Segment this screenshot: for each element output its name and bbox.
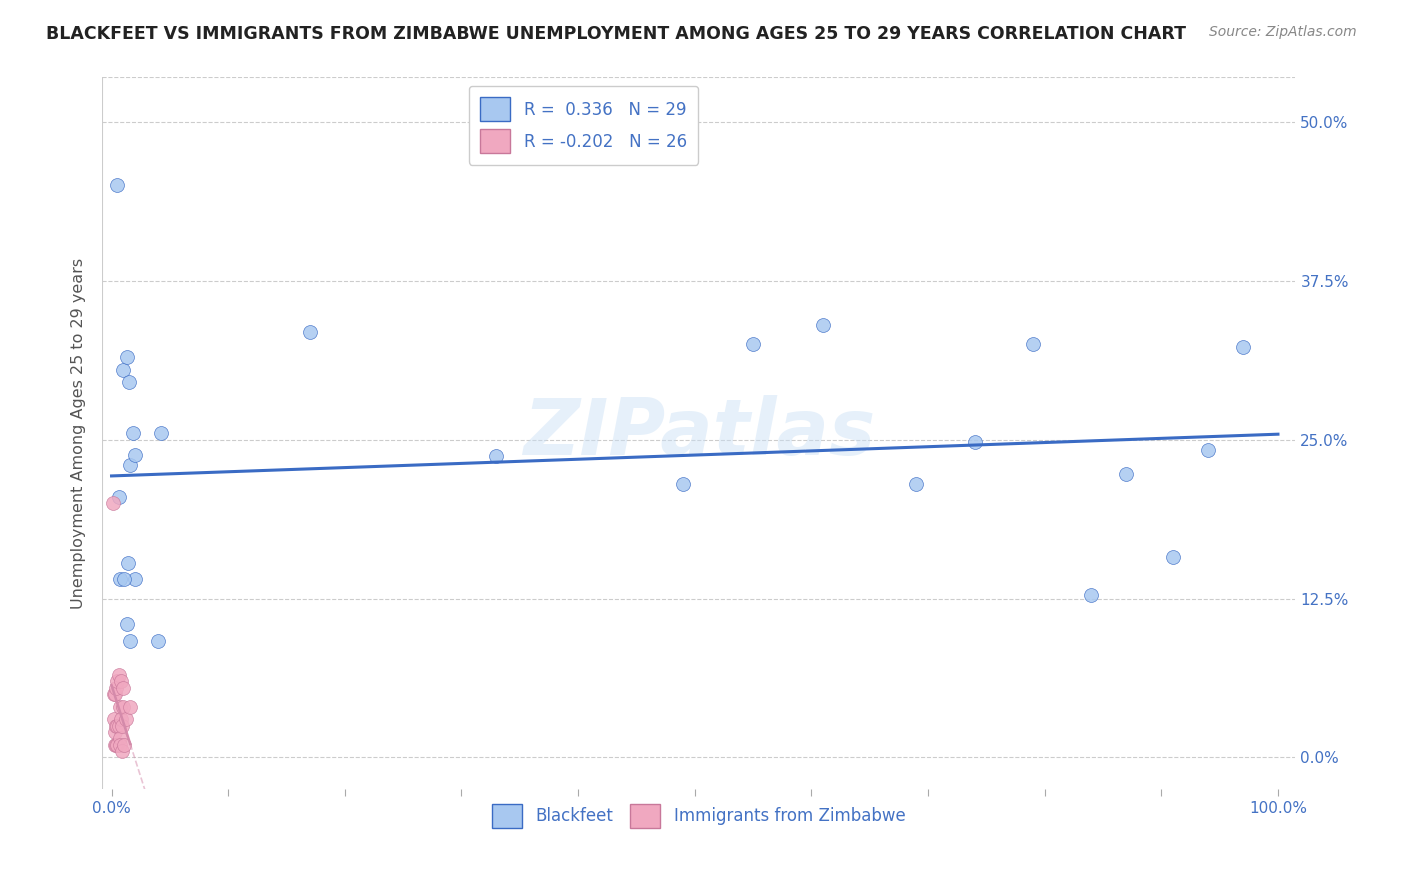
Point xyxy=(148,633,170,648)
Point xyxy=(112,699,135,714)
Point xyxy=(121,426,143,441)
Point xyxy=(117,556,139,570)
Point xyxy=(672,477,695,491)
Point xyxy=(105,719,128,733)
Point xyxy=(108,731,131,746)
Point xyxy=(149,426,172,441)
Point xyxy=(963,435,986,450)
Point xyxy=(105,719,128,733)
Point xyxy=(112,363,135,377)
Point xyxy=(105,738,128,752)
Point xyxy=(114,712,136,726)
Point xyxy=(110,674,132,689)
Point xyxy=(110,712,132,726)
Point xyxy=(120,458,142,472)
Point xyxy=(1232,340,1254,354)
Point xyxy=(1115,467,1137,481)
Point xyxy=(124,448,146,462)
Point xyxy=(120,699,142,714)
Point xyxy=(103,687,125,701)
Point xyxy=(742,337,765,351)
Point xyxy=(112,681,135,695)
Point xyxy=(905,477,928,491)
Point xyxy=(107,668,129,682)
Point xyxy=(108,699,131,714)
Point xyxy=(108,573,131,587)
Point xyxy=(105,674,128,689)
Point xyxy=(105,738,128,752)
Point xyxy=(104,738,127,752)
Point xyxy=(1197,442,1219,457)
Point xyxy=(105,178,128,193)
Y-axis label: Unemployment Among Ages 25 to 29 years: Unemployment Among Ages 25 to 29 years xyxy=(72,258,86,609)
Text: Source: ZipAtlas.com: Source: ZipAtlas.com xyxy=(1209,25,1357,39)
Point xyxy=(115,617,138,632)
Point xyxy=(112,738,135,752)
Point xyxy=(103,712,125,726)
Legend: Blackfeet, Immigrants from Zimbabwe: Blackfeet, Immigrants from Zimbabwe xyxy=(485,797,912,834)
Point xyxy=(1080,588,1102,602)
Point xyxy=(1161,549,1184,564)
Point xyxy=(101,496,124,510)
Point xyxy=(104,687,127,701)
Point xyxy=(124,573,146,587)
Text: BLACKFEET VS IMMIGRANTS FROM ZIMBABWE UNEMPLOYMENT AMONG AGES 25 TO 29 YEARS COR: BLACKFEET VS IMMIGRANTS FROM ZIMBABWE UN… xyxy=(46,25,1187,43)
Point xyxy=(1022,337,1045,351)
Point xyxy=(107,719,129,733)
Point xyxy=(120,633,142,648)
Point xyxy=(115,350,138,364)
Point xyxy=(111,719,134,733)
Point xyxy=(104,725,127,739)
Point xyxy=(298,325,321,339)
Point xyxy=(485,449,508,463)
Point xyxy=(112,573,135,587)
Point xyxy=(811,318,834,333)
Point xyxy=(111,744,134,758)
Point xyxy=(118,376,141,390)
Point xyxy=(108,738,131,752)
Point xyxy=(105,681,128,695)
Point xyxy=(107,490,129,504)
Text: ZIPatlas: ZIPatlas xyxy=(523,395,875,471)
